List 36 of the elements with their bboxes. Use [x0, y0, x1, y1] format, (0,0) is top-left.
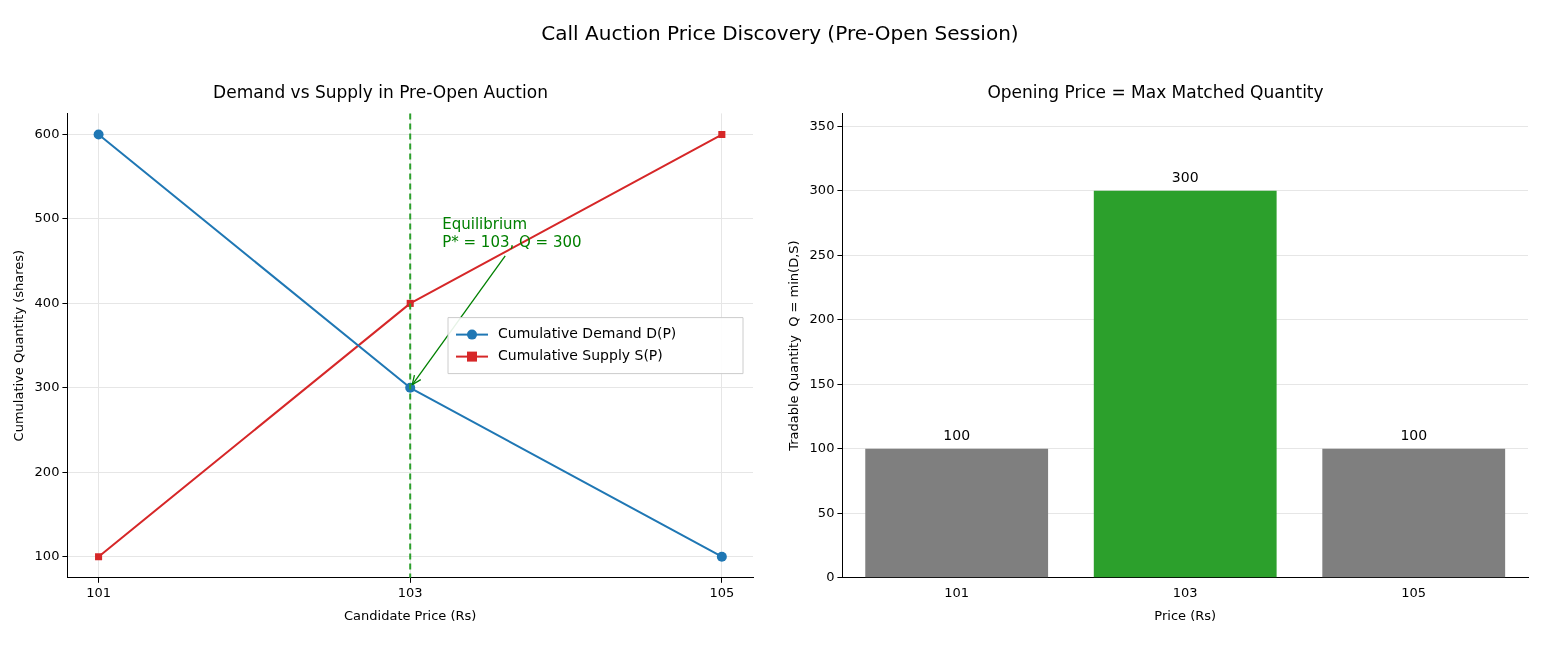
y-axis-title: Tradable Quantity Q = min(D,S) — [786, 240, 802, 452]
chart-title: Opening Price = Max Matched Quantity — [987, 81, 1324, 102]
x-tick-label: 101 — [944, 584, 970, 600]
y-tick-label: 100 — [34, 548, 60, 564]
chart-title: Demand vs Supply in Pre-Open Auction — [213, 81, 548, 102]
y-axis-title: Cumulative Quantity (shares) — [11, 249, 27, 442]
text: Call Auction Price Discovery (Pre-Open Session) — [540, 20, 1020, 47]
y-tick-label: 100 — [809, 440, 835, 456]
x-tick-label: 105 — [709, 584, 735, 600]
x-tick-label: 103 — [397, 584, 423, 600]
x-axis-title: Candidate Price (Rs) — [344, 607, 477, 623]
y-tick-label: 200 — [809, 311, 835, 327]
y-tick-label: 0 — [826, 569, 835, 585]
x-axis-title: Price (Rs) — [1154, 607, 1217, 623]
y-tick-label: 200 — [34, 463, 60, 479]
point — [93, 129, 104, 140]
y-tick-label: 300 — [34, 379, 60, 395]
y-tick-label: 250 — [809, 246, 835, 262]
point — [95, 553, 103, 561]
y-tick-label: 300 — [809, 182, 835, 198]
y-tick-label: 50 — [817, 504, 835, 520]
x-tick-label: 103 — [1172, 584, 1198, 600]
y-tick-label: 500 — [34, 210, 60, 226]
y-tick-label: 350 — [809, 117, 835, 133]
point — [716, 551, 727, 562]
y-tick-label: 600 — [34, 125, 60, 141]
legend-label: Cumulative Supply S(P) — [498, 347, 663, 364]
x-tick-label: 101 — [86, 584, 111, 600]
legend-label: Cumulative Demand D(P) — [498, 325, 677, 342]
data-label: 100 — [943, 427, 971, 444]
data-label: 100 — [1400, 427, 1428, 444]
data-label: 300 — [1171, 169, 1199, 186]
point — [718, 130, 726, 139]
y-tick-label: 150 — [809, 375, 835, 391]
y-tick-label: 400 — [34, 294, 60, 310]
x-tick-label: 105 — [1401, 584, 1427, 600]
